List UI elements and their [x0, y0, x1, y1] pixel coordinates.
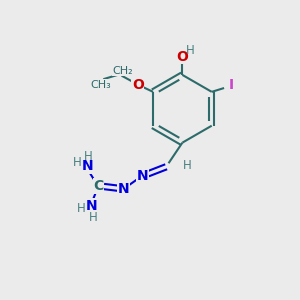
Text: N: N	[86, 199, 98, 213]
Text: CH₃: CH₃	[90, 80, 111, 90]
Text: O: O	[132, 78, 144, 92]
Text: O: O	[176, 50, 188, 64]
Text: H: H	[77, 202, 86, 215]
Text: I: I	[229, 78, 234, 92]
Text: H: H	[89, 211, 98, 224]
Text: H: H	[183, 159, 192, 172]
Text: H: H	[83, 150, 92, 163]
Text: CH₂: CH₂	[113, 66, 133, 76]
Text: H: H	[73, 157, 81, 169]
Text: H: H	[186, 44, 195, 57]
Text: N: N	[118, 182, 129, 196]
Text: N: N	[82, 159, 93, 173]
Text: N: N	[137, 169, 148, 183]
Text: C: C	[93, 179, 103, 193]
